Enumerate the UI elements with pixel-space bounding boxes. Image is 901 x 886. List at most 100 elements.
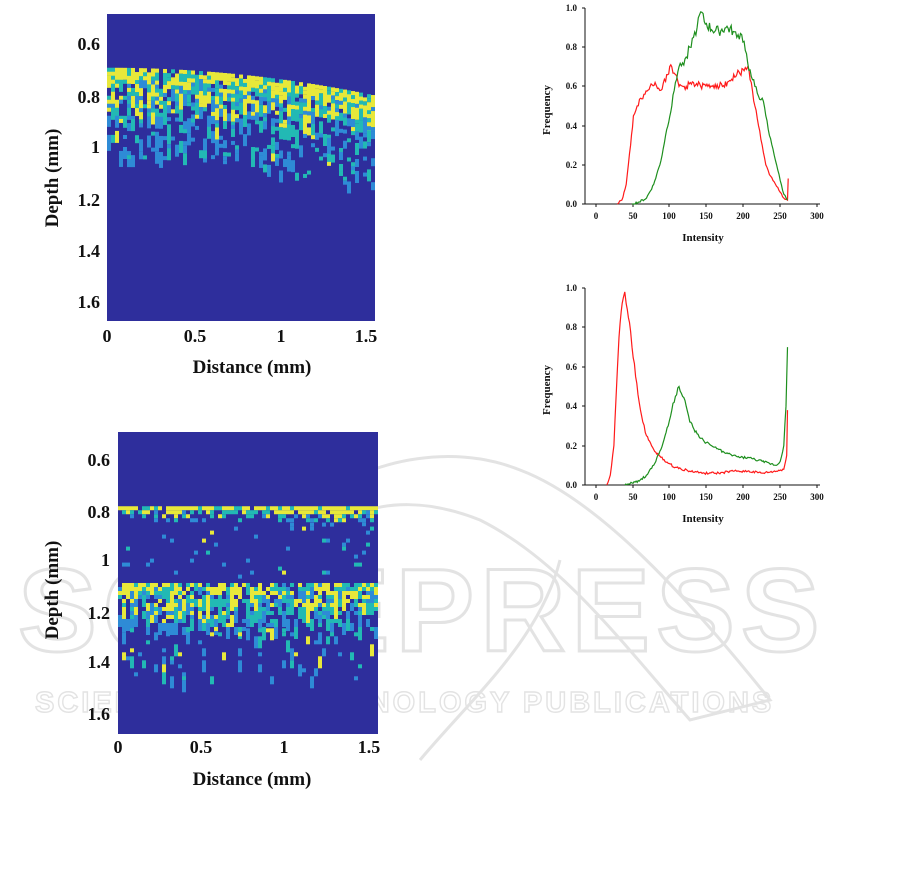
oct-speckle-pixel — [199, 103, 203, 108]
oct-speckle-pixel — [167, 97, 171, 102]
oct-speckle-pixel — [219, 88, 223, 93]
oct-speckle-pixel — [367, 118, 371, 123]
oct-speckle-pixel — [170, 676, 174, 689]
oct-speckle-pixel — [358, 562, 362, 567]
oct-speckle-pixel — [230, 595, 234, 607]
oct-speckle-pixel — [186, 636, 190, 645]
oct-speckle-pixel — [246, 558, 250, 563]
oct-bottom-ytick-label: 0.6 — [88, 450, 111, 470]
hist-bottom-xtick-label: 100 — [662, 492, 676, 502]
oct-speckle-pixel — [166, 615, 170, 619]
oct-speckle-pixel — [123, 134, 127, 139]
oct-speckle-pixel — [174, 506, 178, 511]
oct-speckle-pixel — [282, 660, 286, 669]
oct-speckle-pixel — [258, 636, 262, 649]
oct-speckle-pixel — [374, 627, 378, 639]
oct-speckle-pixel — [274, 619, 278, 631]
oct-speckle-pixel — [243, 90, 247, 95]
oct-speckle-pixel — [343, 129, 347, 134]
oct-speckle-pixel — [250, 591, 254, 603]
hist-bottom-xtick-label: 50 — [629, 492, 639, 502]
oct-speckle-pixel — [367, 169, 371, 182]
oct-speckle-pixel — [175, 93, 179, 106]
oct-speckle-pixel — [131, 91, 135, 96]
oct-speckle-pixel — [122, 619, 126, 631]
oct-speckle-pixel — [231, 109, 235, 122]
oct-speckle-pixel — [162, 534, 166, 539]
hist-top-ytick-label: 0.0 — [566, 199, 578, 209]
oct-speckle-pixel — [115, 79, 119, 84]
oct-speckle-pixel — [122, 652, 126, 661]
oct-speckle-pixel — [142, 611, 146, 619]
oct-speckle-pixel — [326, 538, 330, 543]
oct-speckle-pixel — [354, 506, 358, 511]
oct-speckle-pixel — [123, 71, 127, 80]
oct-speckle-pixel — [218, 587, 222, 591]
oct-speckle-pixel — [243, 78, 247, 83]
oct-speckle-pixel — [311, 135, 315, 140]
oct-speckle-pixel — [251, 111, 255, 116]
oct-speckle-pixel — [242, 599, 246, 603]
oct-speckle-pixel — [306, 611, 310, 623]
oct-speckle-pixel — [238, 632, 242, 637]
oct-speckle-pixel — [207, 91, 211, 104]
oct-speckle-pixel — [146, 611, 150, 623]
oct-speckle-pixel — [154, 603, 158, 607]
oct-speckle-pixel — [343, 89, 347, 98]
oct-speckle-pixel — [282, 587, 286, 591]
oct-speckle-pixel — [290, 518, 294, 523]
oct-speckle-pixel — [247, 91, 251, 96]
oct-speckle-pixel — [331, 111, 335, 120]
oct-speckle-pixel — [147, 84, 151, 93]
oct-speckle-pixel — [191, 78, 195, 83]
oct-speckle-pixel — [363, 172, 367, 177]
oct-speckle-pixel — [255, 100, 259, 113]
oct-speckle-pixel — [171, 77, 175, 86]
oct-speckle-pixel — [155, 139, 159, 152]
hist-bottom-panel: 0 50 100 150 200 250 300 0.0 0.2 0.4 0.6… — [541, 283, 824, 525]
oct-speckle-pixel — [166, 506, 170, 511]
oct-speckle-pixel — [246, 510, 250, 515]
oct-speckle-pixel — [363, 101, 367, 106]
oct-speckle-pixel — [166, 603, 170, 615]
oct-speckle-pixel — [119, 118, 123, 123]
oct-speckle-pixel — [363, 97, 367, 102]
oct-speckle-pixel — [202, 607, 206, 611]
oct-speckle-pixel — [355, 142, 359, 155]
oct-speckle-pixel — [242, 619, 246, 623]
oct-speckle-pixel — [163, 116, 167, 121]
oct-speckle-pixel — [366, 530, 370, 535]
oct-speckle-pixel — [138, 591, 142, 595]
oct-speckle-pixel — [374, 510, 378, 515]
oct-speckle-pixel — [206, 510, 210, 515]
oct-speckle-pixel — [127, 107, 131, 116]
oct-speckle-pixel — [159, 135, 163, 148]
oct-speckle-pixel — [115, 115, 119, 128]
oct-speckle-pixel — [314, 506, 318, 511]
oct-speckle-pixel — [370, 603, 374, 615]
oct-speckle-pixel — [111, 134, 115, 143]
oct-speckle-pixel — [215, 135, 219, 140]
oct-speckle-pixel — [274, 510, 278, 515]
oct-speckle-pixel — [210, 510, 214, 515]
oct-speckle-pixel — [151, 88, 155, 101]
oct-speckle-pixel — [198, 611, 202, 619]
hist-bottom-xtick-label: 200 — [736, 492, 750, 502]
oct-speckle-pixel — [367, 98, 371, 103]
oct-speckle-pixel — [370, 526, 374, 531]
oct-speckle-pixel — [258, 595, 262, 607]
oct-speckle-pixel — [230, 615, 234, 627]
oct-speckle-pixel — [238, 591, 242, 599]
oct-speckle-pixel — [202, 595, 206, 599]
oct-speckle-pixel — [142, 595, 146, 607]
oct-speckle-pixel — [363, 109, 367, 114]
oct-speckle-pixel — [134, 599, 138, 611]
oct-speckle-pixel — [195, 102, 199, 115]
oct-speckle-pixel — [262, 599, 266, 603]
oct-speckle-pixel — [131, 87, 135, 92]
oct-speckle-pixel — [367, 134, 371, 139]
oct-speckle-pixel — [270, 676, 274, 685]
oct-speckle-pixel — [354, 562, 358, 567]
oct-speckle-pixel — [322, 648, 326, 657]
oct-speckle-pixel — [326, 583, 330, 595]
